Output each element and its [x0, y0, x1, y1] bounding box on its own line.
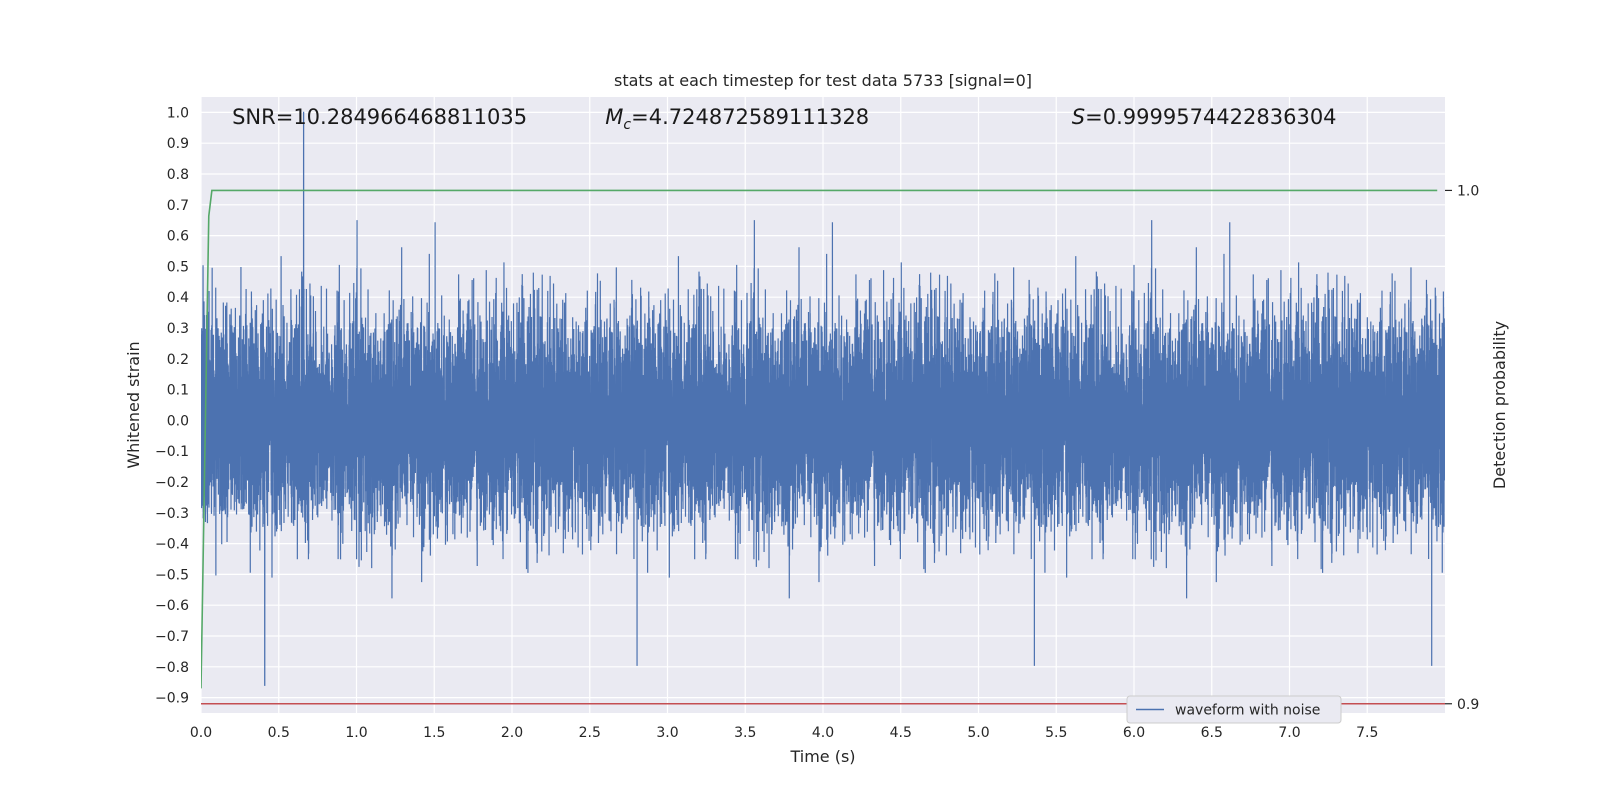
y-tick-label: 0.2: [167, 352, 189, 368]
y-ticks: 1.0 0.9 0.8 0.7 0.6 0.5 0.4 0.3 0.2 0.1 0.0 −0.1 −0.…: [155, 105, 189, 706]
y-tick-label: −0.8: [155, 660, 189, 676]
y-tick-label: 0.0: [167, 413, 189, 429]
x-tick-label: 5.5: [1045, 725, 1067, 741]
x-tick-label: 3.0: [656, 725, 678, 741]
y2-tick-label: 0.9: [1457, 697, 1479, 713]
y-tick-label: 0.5: [167, 259, 189, 275]
x-tick-label: 1.0: [345, 725, 367, 741]
y2-tick-label: 1.0: [1457, 183, 1479, 199]
mc-value: =4.724872589111328: [631, 105, 869, 129]
chirp-mass-annotation: Mc=4.724872589111328: [605, 105, 869, 133]
y-tick-label: −0.5: [155, 567, 189, 583]
y-tick-label: 0.7: [167, 198, 189, 214]
x-tick-label: 4.0: [812, 725, 834, 741]
y2-axis-label: Detection probability: [1490, 321, 1509, 489]
y-tick-label: −0.1: [155, 444, 189, 460]
y-tick-label: 0.6: [167, 229, 189, 245]
s-value: =0.9999574422836304: [1085, 105, 1336, 129]
x-tick-label: 3.5: [734, 725, 756, 741]
y-tick-label: 1.0: [167, 105, 189, 121]
chart-title: stats at each timestep for test data 573…: [614, 71, 1032, 90]
x-axis-label: Time (s): [789, 747, 855, 766]
mc-subscript: c: [623, 117, 631, 133]
y-tick-label: −0.2: [155, 475, 189, 491]
probability-line: [201, 189, 1438, 689]
y-tick-label: −0.4: [155, 537, 189, 553]
x-tick-label: 1.5: [423, 725, 445, 741]
x-tick-label: 5.0: [967, 725, 989, 741]
y-tick-label: 0.9: [167, 136, 189, 152]
y-tick-label: −0.6: [155, 598, 189, 614]
y-tick-label: −0.3: [155, 506, 189, 522]
legend: waveform with noise: [1126, 695, 1342, 724]
waveform-layer: [201, 111, 1445, 686]
x-tick-label: 7.5: [1356, 725, 1378, 741]
y-tick-label: 0.3: [167, 321, 189, 337]
y-tick-label: −0.9: [155, 691, 189, 707]
y-tick-label: 0.1: [167, 383, 189, 399]
y-tick-label: 0.4: [167, 290, 189, 306]
mc-symbol: M: [605, 105, 623, 129]
detection-stat-annotation: S=0.9999574422836304: [1072, 105, 1337, 129]
x-tick-label: 6.5: [1201, 725, 1223, 741]
y2-ticks: 1.0 0.9: [1445, 183, 1479, 713]
x-tick-label: 6.0: [1123, 725, 1145, 741]
x-tick-label: 0.0: [190, 725, 212, 741]
snr-annotation: SNR=10.284966468811035: [232, 105, 527, 129]
x-tick-label: 2.0: [501, 725, 523, 741]
x-ticks: 0.0 0.5 1.0 1.5 2.0 2.5 3.0 3.5 4.0 4.5 5.0 5.5 6.0 6…: [190, 725, 1379, 741]
y-axis-label: Whitened strain: [124, 341, 143, 468]
x-tick-label: 7.0: [1278, 725, 1300, 741]
x-tick-label: 4.5: [890, 725, 912, 741]
y-tick-label: 0.8: [167, 167, 189, 183]
x-tick-label: 0.5: [268, 725, 290, 741]
legend-label-waveform: waveform with noise: [1175, 703, 1320, 719]
x-tick-label: 2.5: [579, 725, 601, 741]
legend-box: [1126, 695, 1342, 724]
waveform-line: [201, 111, 1445, 686]
y-tick-label: −0.7: [155, 629, 189, 645]
s-symbol: S: [1072, 105, 1085, 129]
